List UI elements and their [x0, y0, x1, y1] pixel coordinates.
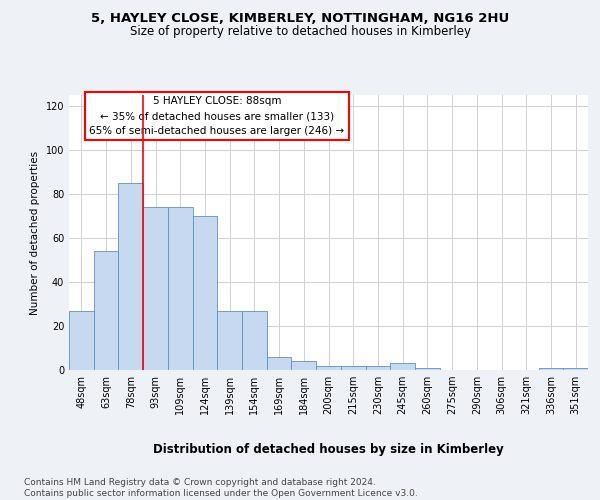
Bar — [292, 361, 316, 370]
Bar — [69, 310, 94, 370]
Text: 5 HAYLEY CLOSE: 88sqm
← 35% of detached houses are smaller (133)
65% of semi-det: 5 HAYLEY CLOSE: 88sqm ← 35% of detached … — [89, 96, 344, 136]
Text: Distribution of detached houses by size in Kimberley: Distribution of detached houses by size … — [154, 442, 504, 456]
Text: 5, HAYLEY CLOSE, KIMBERLEY, NOTTINGHAM, NG16 2HU: 5, HAYLEY CLOSE, KIMBERLEY, NOTTINGHAM, … — [91, 12, 509, 26]
Bar — [365, 366, 390, 370]
Bar — [94, 251, 118, 370]
Bar — [563, 368, 588, 370]
Text: Contains HM Land Registry data © Crown copyright and database right 2024.
Contai: Contains HM Land Registry data © Crown c… — [24, 478, 418, 498]
Bar — [341, 366, 365, 370]
Bar — [143, 207, 168, 370]
Text: Size of property relative to detached houses in Kimberley: Size of property relative to detached ho… — [130, 25, 470, 38]
Bar — [193, 216, 217, 370]
Bar — [217, 310, 242, 370]
Bar — [415, 368, 440, 370]
Bar — [316, 366, 341, 370]
Bar — [539, 368, 563, 370]
Y-axis label: Number of detached properties: Number of detached properties — [30, 150, 40, 314]
Bar — [168, 207, 193, 370]
Bar — [390, 364, 415, 370]
Bar — [267, 357, 292, 370]
Bar — [118, 183, 143, 370]
Bar — [242, 310, 267, 370]
